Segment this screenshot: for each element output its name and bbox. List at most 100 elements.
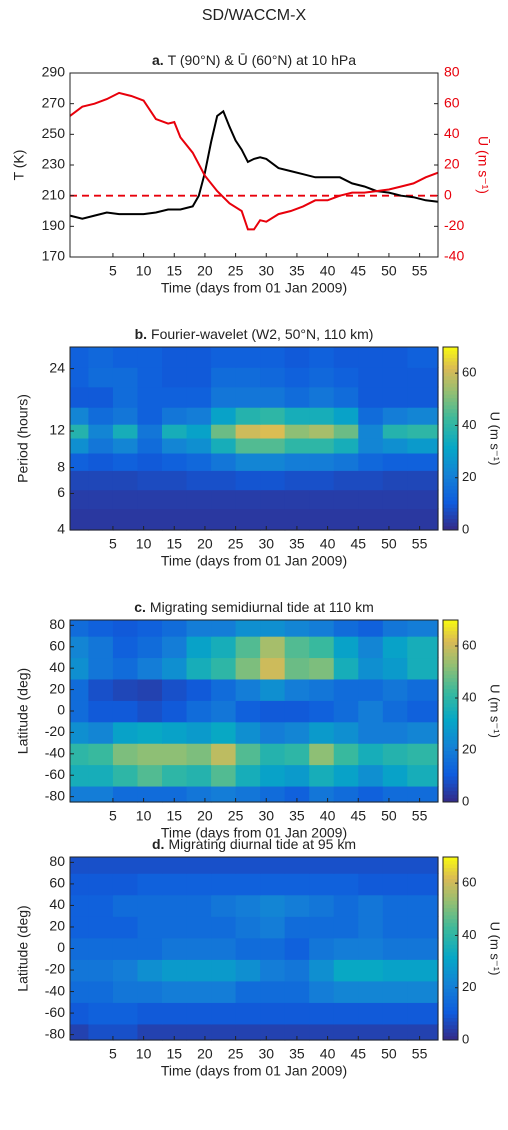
heat-cell (284, 470, 310, 491)
panel-title: b. Fourier-wavelet (W2, 50°N, 110 km) (135, 326, 374, 342)
colorbar-segment (443, 634, 458, 639)
colorbar-segment (443, 900, 458, 906)
heat-cell (309, 1023, 335, 1041)
heat-cell (211, 347, 237, 368)
heat-cell (162, 508, 188, 531)
heat-cell (358, 636, 384, 659)
x-tick-label: 30 (258, 808, 274, 824)
heat-cell (284, 636, 310, 659)
heat-cell (382, 764, 408, 787)
heat-cell (235, 636, 261, 659)
x-tick-label: 50 (381, 536, 397, 552)
colorbar-segment (443, 996, 458, 1001)
heat-cell (88, 721, 114, 744)
x-tick-label: 30 (258, 1046, 274, 1062)
heat-cell (162, 424, 188, 439)
colorbar-segment (443, 383, 458, 388)
heat-cell (88, 636, 114, 659)
x-axis-label: Time (days from 01 Jan 2009) (161, 1063, 347, 1079)
heat-cell (358, 980, 384, 1003)
heat-cell (284, 1023, 310, 1041)
heat-cell (112, 386, 139, 408)
heat-cell (358, 700, 384, 723)
colorbar-segment (443, 515, 458, 520)
heat-cell (88, 894, 114, 917)
colorbar-segment (443, 361, 458, 366)
heat-cell (358, 785, 384, 803)
heat-cell (260, 894, 286, 917)
colorbar-segment (443, 1036, 458, 1041)
colorbar-segment (443, 638, 458, 643)
heat-cell (112, 424, 139, 439)
y-tick-label: 0 (57, 702, 65, 718)
colorbar-segment (443, 1010, 458, 1015)
colorbar-label: U (m s⁻¹) (488, 412, 503, 466)
colorbar-segment (443, 915, 458, 920)
colorbar-segment (443, 467, 458, 472)
heat-cell (112, 367, 139, 388)
heat-cell (112, 678, 139, 701)
x-tick-label: 20 (197, 263, 213, 279)
heat-cell (88, 386, 114, 408)
colorbar-segment (443, 729, 458, 734)
heat-cell (70, 489, 89, 510)
heat-cell (309, 508, 335, 531)
heat-cell (309, 367, 335, 388)
heat-cell (186, 937, 212, 960)
colorbar-tick-label: 20 (462, 469, 476, 484)
heat-cell (309, 678, 335, 701)
heat-cell (235, 437, 261, 454)
heat-cell (407, 721, 439, 744)
x-axis-label: Time (days from 01 Jan 2009) (161, 825, 347, 841)
heat-cell (211, 386, 237, 408)
heat-cell (88, 873, 114, 896)
colorbar-segment (443, 365, 458, 370)
x-tick-label: 25 (228, 808, 244, 824)
heat-cell (211, 721, 237, 744)
heat-cell (70, 743, 89, 766)
colorbar-segment (443, 904, 458, 909)
heat-cell (382, 508, 408, 531)
heat-cell (407, 1023, 439, 1041)
y-tick-label: 12 (49, 422, 65, 438)
heat-cell (333, 916, 359, 939)
heat-cell (235, 1023, 261, 1041)
heat-cell (88, 700, 114, 723)
heat-cell (137, 678, 163, 701)
colorbar-segment (443, 354, 458, 359)
heat-cell (211, 424, 237, 439)
figure-title: SD/WACCM-X (202, 7, 307, 24)
heat-cell (70, 873, 89, 896)
heat-cell (358, 894, 384, 917)
heat-cell (88, 452, 114, 471)
heat-cell (235, 1002, 261, 1025)
heat-cell (284, 959, 310, 982)
heat-cell (333, 678, 359, 701)
colorbar-segment (443, 798, 458, 803)
heat-cell (137, 437, 163, 454)
heat-cell (260, 700, 286, 723)
x-tick-label: 45 (350, 536, 366, 552)
heat-cell (88, 437, 114, 454)
y-tick-label: -80 (45, 787, 65, 803)
heat-cell (112, 873, 139, 896)
colorbar-segment (443, 504, 458, 509)
heat-cell (137, 980, 163, 1003)
colorbar-segment (443, 944, 458, 949)
heat-cell (137, 1023, 163, 1041)
colorbar-segment (443, 889, 458, 895)
colorbar-segment (443, 791, 458, 796)
heat-cell (309, 489, 335, 510)
heat-cell (309, 916, 335, 939)
heat-cell (162, 743, 188, 766)
colorbar-tick-label: 40 (462, 689, 476, 704)
colorbar-segment (443, 449, 458, 454)
heat-cell (358, 620, 384, 637)
colorbar-segment (443, 740, 458, 745)
colorbar-segment (443, 486, 458, 491)
colorbar-tick-label: 20 (462, 741, 476, 756)
heat-cell (407, 1002, 439, 1025)
heat-cell (333, 743, 359, 766)
heat-cell (211, 437, 237, 454)
y-tick-label: 250 (42, 125, 66, 141)
